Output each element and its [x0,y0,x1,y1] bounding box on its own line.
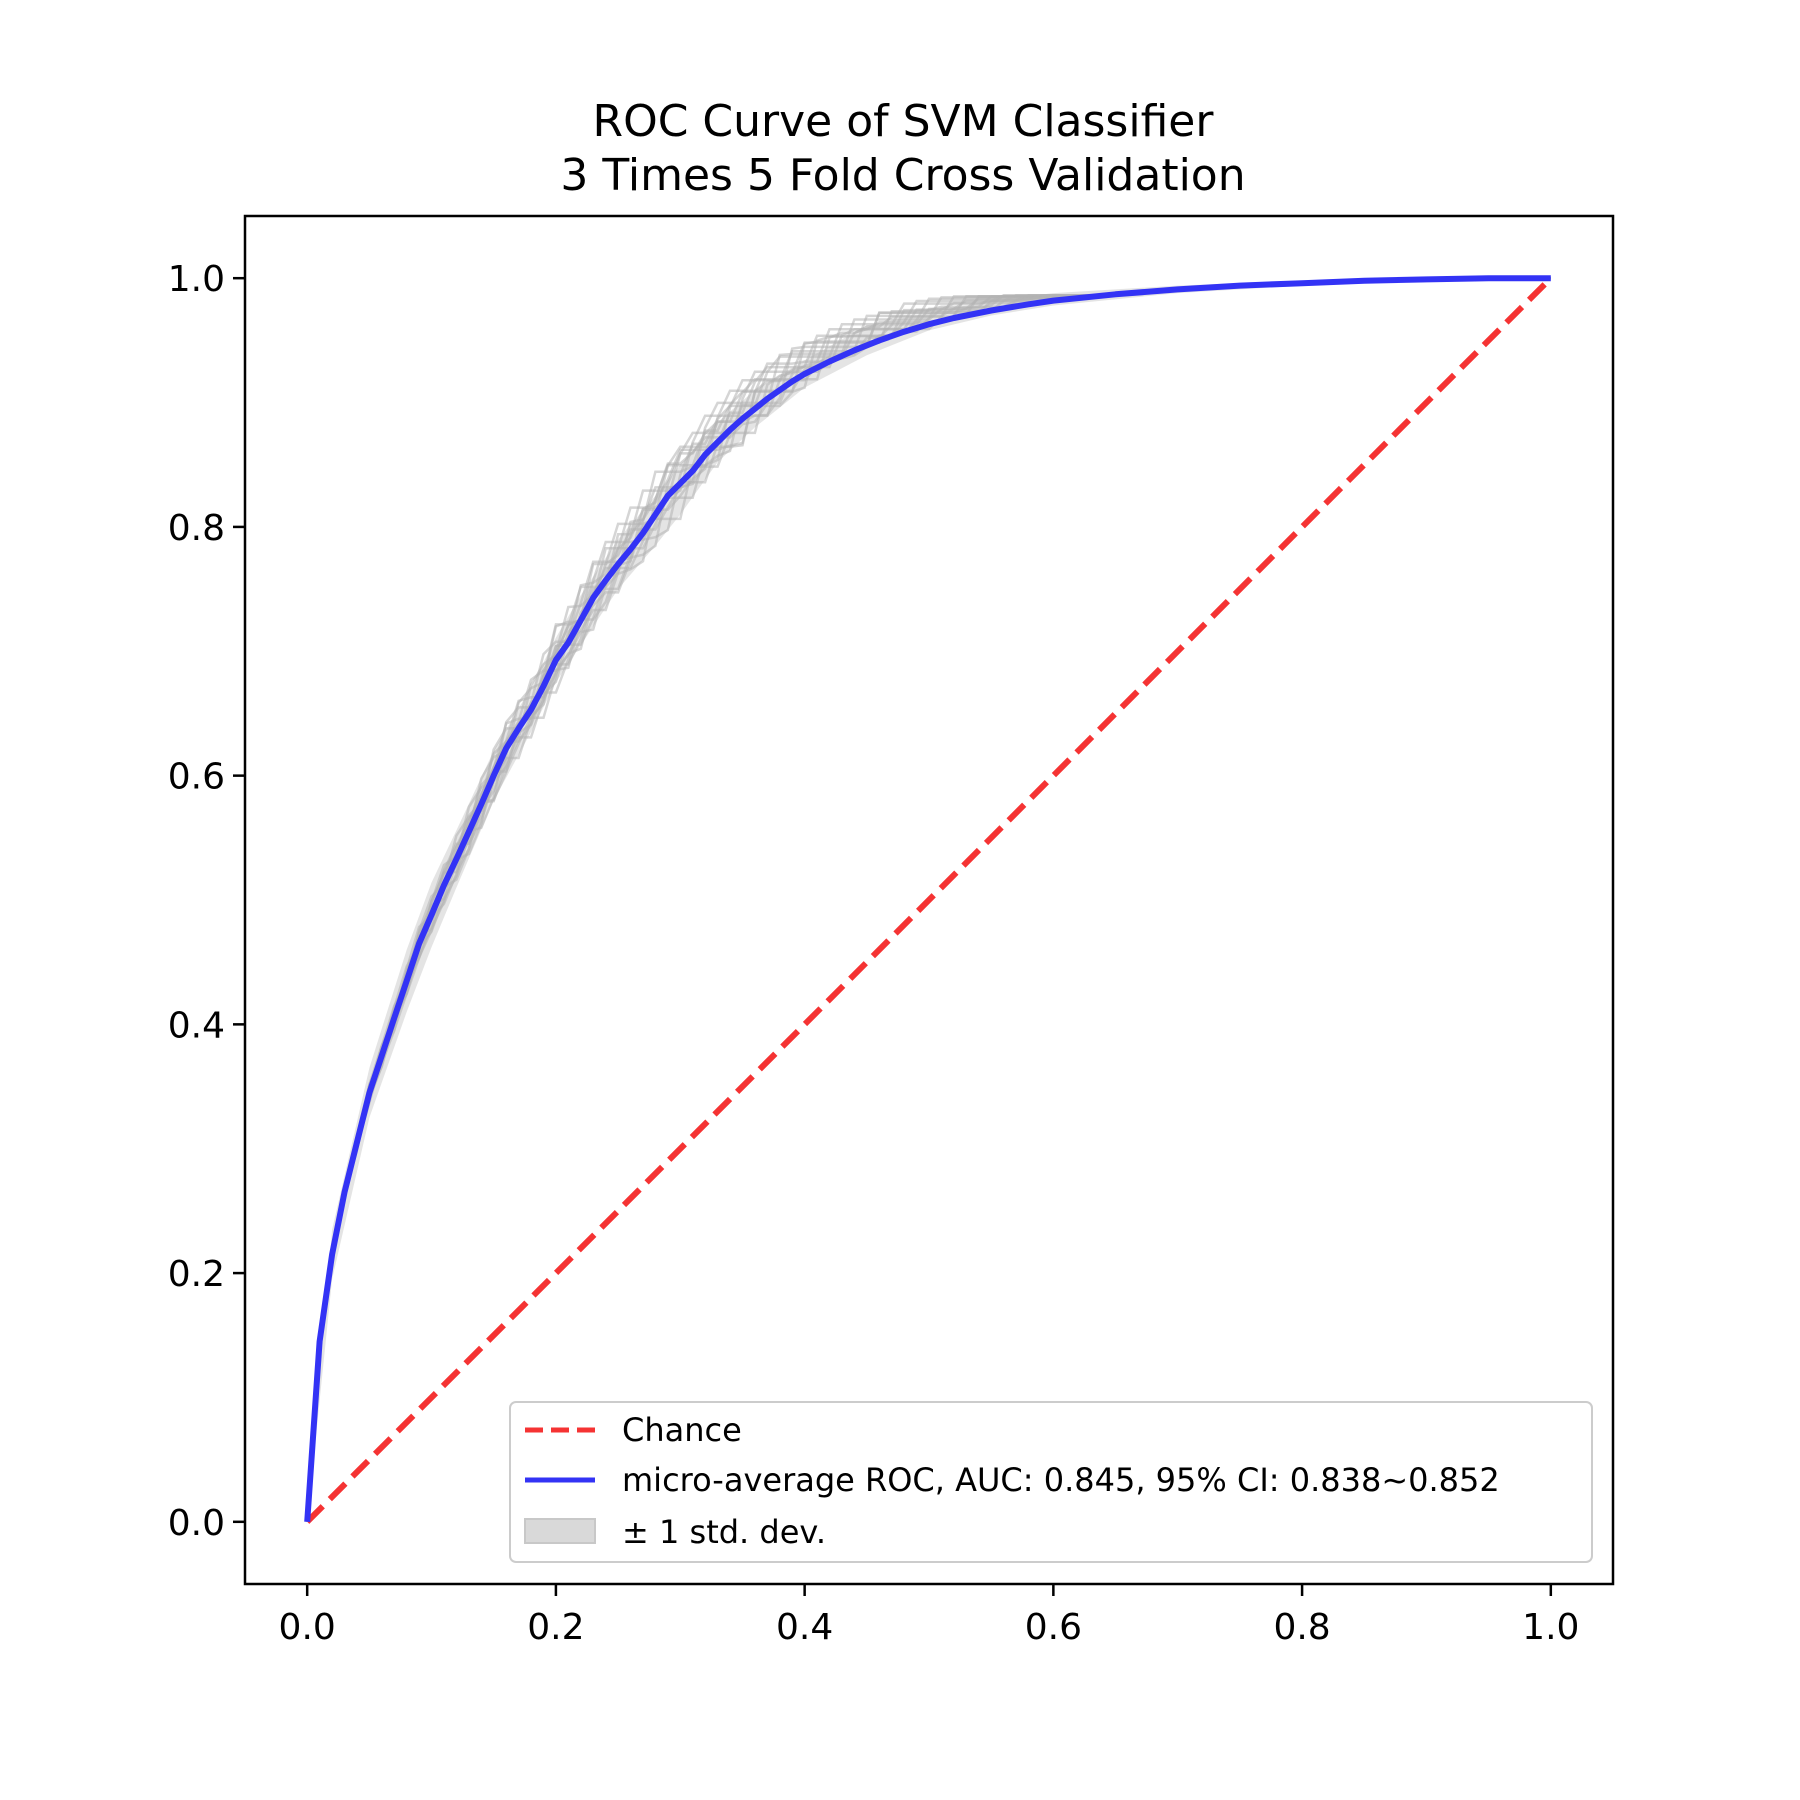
x-tick-label: 0.4 [776,1607,833,1648]
legend-swatch-std [524,1518,596,1544]
x-tick-label: 1.0 [1522,1607,1579,1648]
legend-label-mean: micro-average ROC, AUC: 0.845, 95% CI: 0… [622,1461,1500,1499]
x-tick-label: 0.6 [1025,1607,1082,1648]
legend-label-std: ± 1 std. dev. [622,1513,826,1551]
axes: 0.0 0.2 0.4 0.6 0.8 1.0 0.0 0.2 0.4 0.6 0.8 1.0 [168,214,1615,1648]
axes-frame [243,214,1615,1586]
legend-frame [509,1401,1593,1563]
x-tick-label: 0.0 [279,1607,336,1648]
y-tick-label: 0.4 [168,1005,225,1046]
y-tick-label: 1.0 [168,259,225,300]
y-tick-label: 0.0 [168,1503,225,1544]
x-tick-label: 0.8 [1273,1607,1330,1648]
legend: Chance micro-average ROC, AUC: 0.845, 95… [509,1401,1593,1563]
y-tick-label: 0.8 [168,508,225,549]
chart-title: ROC Curve of SVM Classifier [593,96,1215,147]
y-tick-label: 0.2 [168,1254,225,1295]
mean-roc-curve [304,275,1551,1523]
legend-label-chance: Chance [622,1411,742,1449]
chance-line [305,276,1553,1524]
plot-area [304,275,1553,1524]
x-tick-label: 0.2 [527,1607,584,1648]
chart-subtitle: 3 Times 5 Fold Cross Validation [560,150,1245,201]
y-tick-label: 0.6 [168,757,225,798]
